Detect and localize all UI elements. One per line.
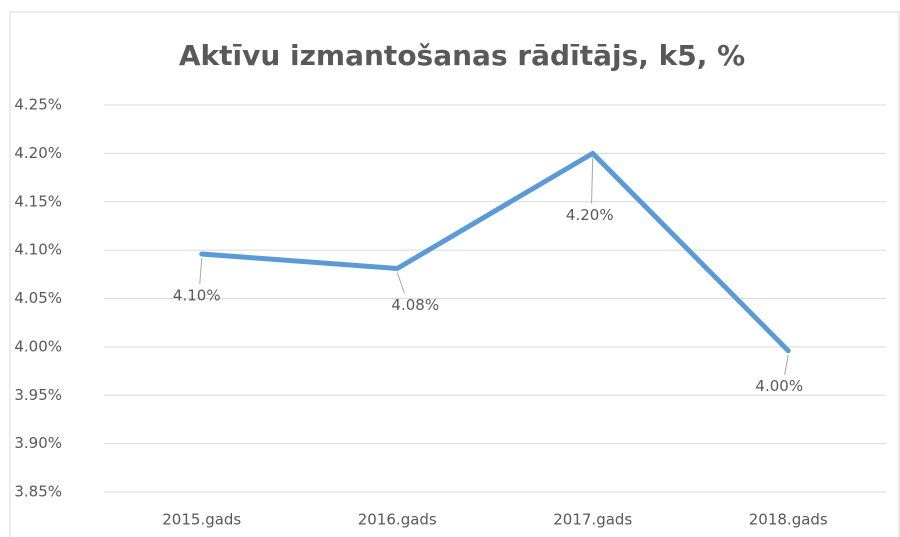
data-label: 4.20% <box>566 206 614 224</box>
line-series <box>199 150 791 354</box>
leader-line <box>199 257 203 285</box>
y-tick-label: 4.20% <box>14 144 62 162</box>
x-tick-label: 2015.gads <box>162 511 241 529</box>
y-tick-label: 4.25% <box>14 96 62 114</box>
y-tick-label: 3.90% <box>14 434 62 452</box>
y-tick-label: 4.00% <box>14 337 62 355</box>
y-tick-label: 4.10% <box>14 241 62 259</box>
data-label: 4.10% <box>173 286 221 304</box>
chart-title: Aktīvu izmantošanas rādītājs, k5, % <box>179 39 745 72</box>
x-tick-label: 2018.gads <box>749 511 828 529</box>
leader-line <box>591 157 594 204</box>
x-tick-label: 2016.gads <box>358 511 437 529</box>
data-label: 4.08% <box>391 296 439 314</box>
y-tick-label: 3.85% <box>14 483 62 501</box>
x-tick-label: 2017.gads <box>553 511 632 529</box>
data-label: 4.00% <box>755 377 803 395</box>
y-tick-label: 4.05% <box>14 289 62 307</box>
y-tick-label: 3.95% <box>14 386 62 404</box>
leader-line <box>396 272 405 294</box>
leader-line <box>784 354 789 375</box>
y-tick-label: 4.15% <box>14 192 62 210</box>
chart-frame <box>9 11 900 537</box>
